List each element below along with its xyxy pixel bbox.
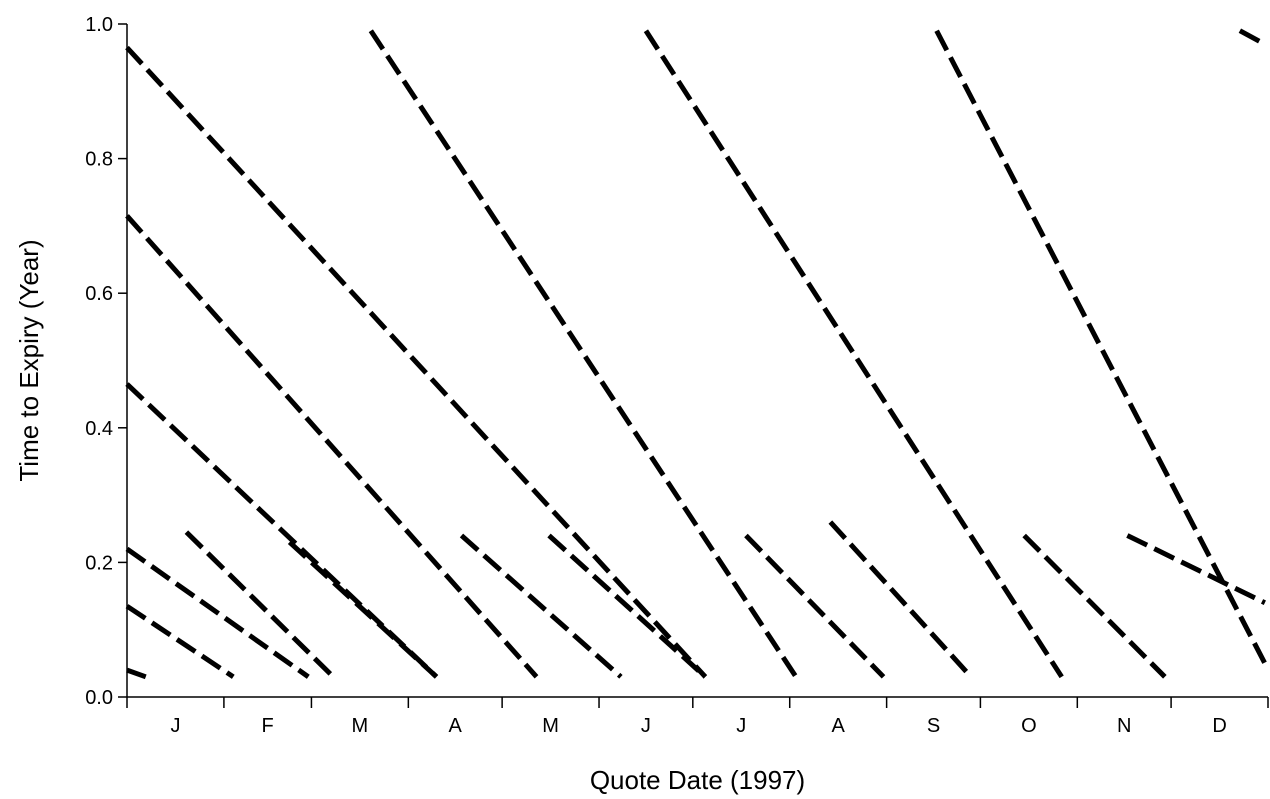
expiry-series-line [459,533,623,679]
expiry-series-line [1238,28,1267,47]
x-tick-label: O [1021,715,1037,737]
y-tick-label: 0.0 [85,687,113,709]
expiry-series-line [934,29,1268,665]
y-tick-label: 0.4 [85,418,113,440]
x-axis-title: Quote Date (1997) [590,765,805,795]
y-tick-label: 0.2 [85,552,113,574]
x-tick-label: D [1212,715,1226,737]
expiry-series-line [125,382,439,679]
expiry-series-line [125,214,539,679]
expiry-series-line [643,29,1064,679]
y-axis-title: Time to Expiry (Year) [14,239,44,481]
expiry-series-line [828,520,973,679]
x-tick-label: A [449,715,463,737]
x-tick-label: S [927,715,940,737]
expiry-series-line [1126,533,1266,606]
expiry-series-line [125,604,235,679]
x-tick-label: F [262,715,274,737]
expiry-series-line [184,530,336,679]
y-ticks: 0.0 0.2 0.4 0.6 0.8 1.0 [85,14,127,709]
x-tick-label: M [352,715,369,737]
x-tick-label: A [831,715,845,737]
x-tick-label: M [542,715,559,737]
expiry-series-line [287,540,439,679]
x-tick-label: J [641,715,651,737]
expiry-series-line [547,533,707,679]
expiry-series-line [125,45,708,679]
x-tick-label: N [1117,715,1131,737]
series-layer [125,28,1268,680]
y-tick-label: 0.8 [85,149,113,171]
x-tick-label: J [736,715,746,737]
expiry-series-line [126,667,147,680]
axes-layer [126,24,1268,698]
expiry-series-line [744,533,886,679]
y-tick-label: 1.0 [85,14,113,36]
x-tick-label: J [170,715,180,737]
y-tick-label: 0.6 [85,283,113,305]
expiry-series-line [1022,533,1167,679]
expiry-series-line [125,546,310,679]
expiry-series-line [368,29,799,679]
